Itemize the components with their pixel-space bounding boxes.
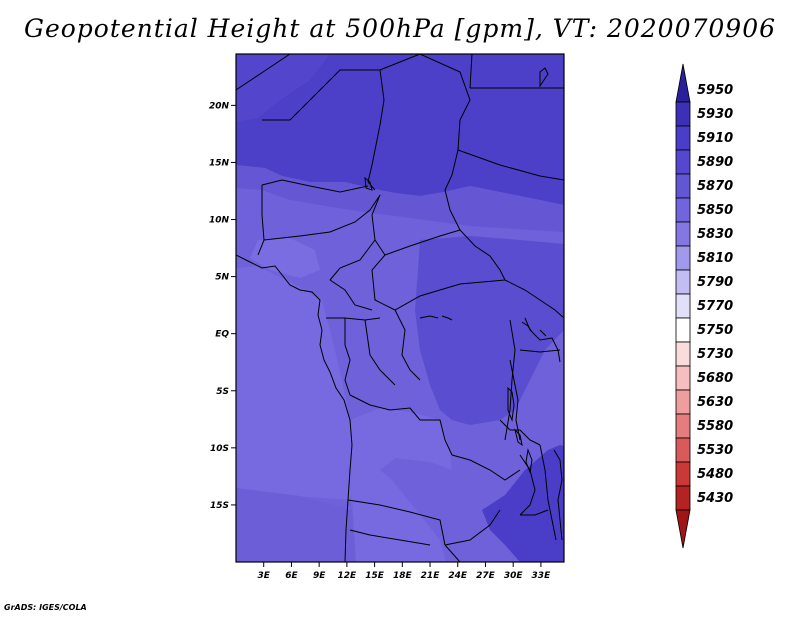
colorbar-label: 5750: [697, 323, 733, 338]
colorbar-swatch: [675, 413, 691, 439]
field-band-5850-west: [236, 266, 356, 500]
colorbar-bottom-arrow: [675, 509, 691, 549]
lat-tick-label: 15S: [210, 501, 229, 511]
lat-tick-label: 5S: [216, 387, 229, 397]
lon-axis: 3E 6E 9E 12E 15E 18E 21E 24E 27E 30E 33E: [258, 562, 552, 581]
colorbar: 5950 5930 5910 5890 5870 5850 5830 5810 5790 5770…: [675, 63, 733, 549]
colorbar-label: 5430: [697, 491, 733, 506]
colorbar-label: 5870: [697, 179, 733, 194]
colorbar-swatch: [675, 197, 691, 223]
colorbar-label: 5770: [697, 299, 733, 314]
colorbar-label: 5930: [697, 107, 733, 122]
lat-tick-label: 15N: [209, 158, 230, 168]
colorbar-label: 5850: [697, 203, 733, 218]
colorbar-label: 5530: [697, 443, 733, 458]
colorbar-swatch: [675, 461, 691, 487]
footer-credit: GrADS: IGES/COLA: [4, 603, 87, 612]
colorbar-label: 5680: [697, 371, 733, 386]
lon-tick-label: 27E: [476, 571, 496, 581]
lon-tick-label: 18E: [393, 571, 413, 581]
colorbar-swatch: [675, 173, 691, 199]
lat-axis: 20N 15N 10N 5N EQ 5S 10S 15S: [209, 101, 236, 511]
lon-tick-label: 21E: [421, 571, 441, 581]
colorbar-swatch: [675, 293, 691, 319]
lat-tick-label: EQ: [215, 330, 229, 340]
plot-frame: [235, 53, 565, 563]
colorbar-swatch: [675, 341, 691, 367]
colorbar-swatch: [675, 101, 691, 127]
colorbar-label: 5730: [697, 347, 733, 362]
lon-tick-label: 3E: [258, 571, 271, 581]
colorbar-swatch: [675, 221, 691, 247]
colorbar-label: 5810: [697, 251, 733, 266]
colorbar-swatch: [675, 437, 691, 463]
lon-tick-label: 30E: [504, 571, 524, 581]
colorbar-label: 5890: [697, 155, 733, 170]
colorbar-label: 5950: [697, 83, 733, 98]
colorbar-swatch: [675, 317, 691, 343]
colorbar-label: 5830: [697, 227, 733, 242]
lakes: [364, 67, 549, 474]
lon-tick-label: 15E: [365, 571, 385, 581]
colorbar-swatch: [675, 125, 691, 151]
field-band-5850-south: [350, 408, 452, 562]
colorbar-swatch: [675, 389, 691, 415]
field-band-5870-sahel: [236, 165, 564, 232]
field-band-5890-northwest: [236, 54, 330, 122]
lon-tick-label: 12E: [338, 571, 358, 581]
lat-tick-label: 20N: [209, 101, 230, 111]
lat-tick-label: 10N: [209, 216, 230, 226]
map-title: Geopotential Height at 500hPa [gpm], VT:…: [23, 14, 777, 43]
country-borders: [236, 54, 564, 562]
field-band-5910-southeast: [482, 445, 564, 562]
colorbar-swatch: [675, 245, 691, 271]
lon-tick-label: 24E: [448, 571, 468, 581]
colorbar-label: 5580: [697, 419, 733, 434]
lon-tick-label: 9E: [313, 571, 326, 581]
colorbar-label: 5790: [697, 275, 733, 290]
colorbar-swatch: [675, 365, 691, 391]
lat-tick-label: 10S: [210, 444, 229, 454]
field-band-5890-east: [415, 236, 564, 425]
lat-tick-label: 5N: [215, 273, 229, 283]
colorbar-swatch: [675, 149, 691, 175]
lon-tick-label: 6E: [285, 571, 298, 581]
colorbar-label: 5630: [697, 395, 733, 410]
colorbar-swatch: [675, 485, 691, 511]
lon-tick-label: 33E: [532, 571, 552, 581]
colorbar-swatch: [675, 269, 691, 295]
height-field: [236, 54, 564, 562]
field-band-5870-southwest: [236, 488, 356, 562]
field-band-5850-gulf: [250, 238, 320, 278]
colorbar-top-arrow: [675, 63, 691, 103]
colorbar-label: 5480: [697, 467, 733, 482]
colorbar-label: 5910: [697, 131, 733, 146]
